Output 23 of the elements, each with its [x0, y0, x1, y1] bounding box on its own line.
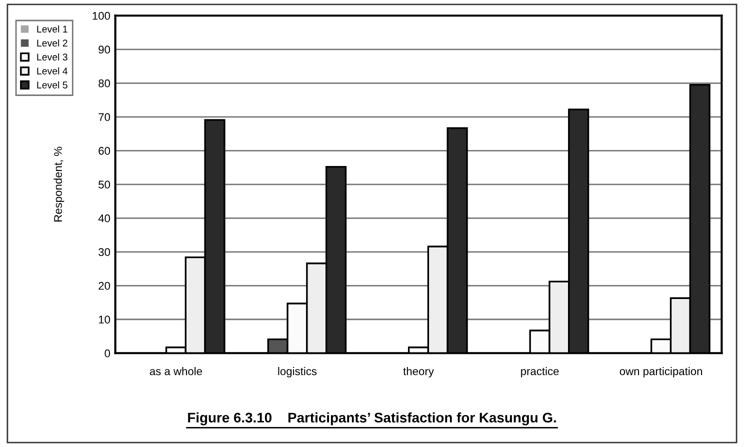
y-tick-label: 0 — [104, 349, 110, 358]
y-tick-label: 60 — [98, 146, 110, 155]
y-tick-label: 100 — [92, 12, 110, 20]
legend-label: Level 2 — [37, 39, 68, 47]
y-tick-label: 30 — [98, 248, 110, 256]
x-tick-label: practice — [521, 367, 559, 378]
y-tick-label: 20 — [98, 282, 110, 290]
y-tick-label: 90 — [98, 46, 110, 54]
y-tick-label: 10 — [98, 316, 110, 324]
text: Figure 6.3.10 Participants’ Satisfaction for Kasungu G. — [188, 412, 556, 426]
legend-label: Level 1 — [37, 25, 68, 33]
y-tick-label: 80 — [98, 79, 110, 88]
x-tick-label: theory — [403, 367, 434, 378]
x-tick-label: own participation — [620, 367, 702, 378]
x-tick-label: logistics — [278, 367, 317, 378]
y-tick-label: 40 — [98, 214, 110, 222]
y-axis-title: Respondent, % — [54, 146, 64, 222]
y-tick-label: 70 — [98, 113, 110, 122]
y-tick-label: 50 — [98, 180, 110, 189]
x-tick-label: as a whole — [150, 367, 202, 376]
legend-label: Level 3 — [37, 53, 68, 61]
legend-label: Level 5 — [37, 81, 68, 88]
legend-label: Level 4 — [37, 67, 68, 74]
